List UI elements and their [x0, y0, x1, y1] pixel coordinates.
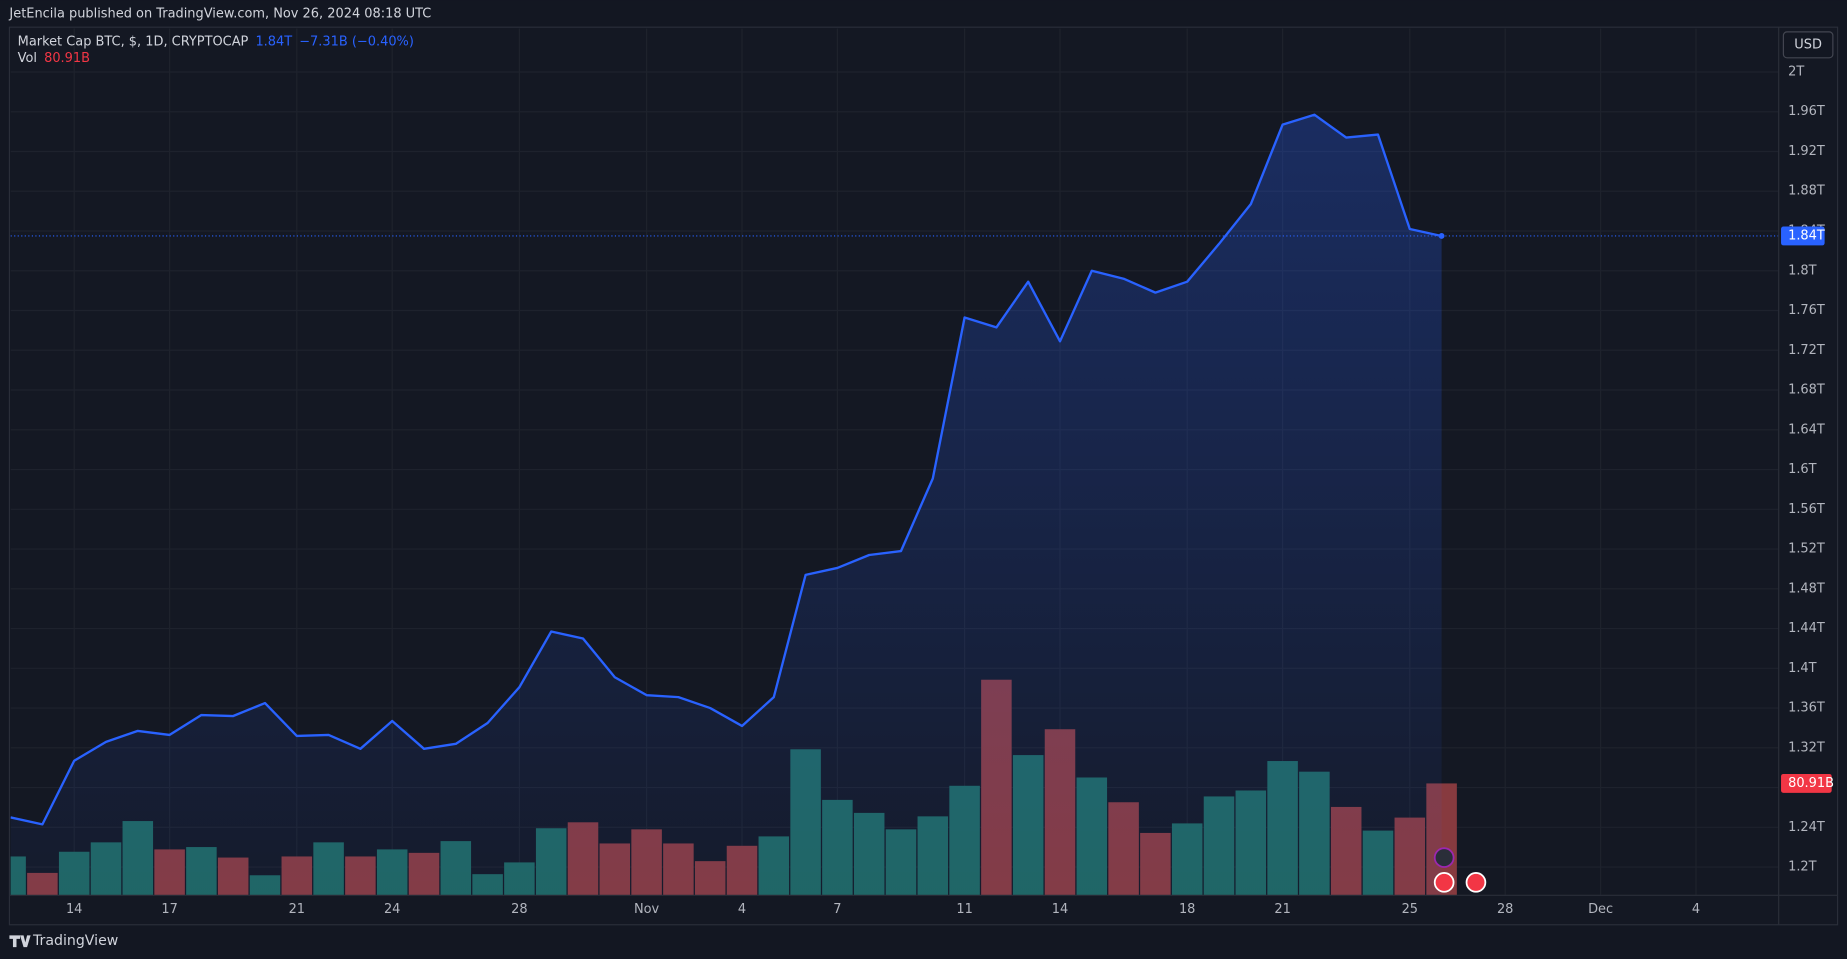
- currency-button[interactable]: [1782, 31, 1834, 59]
- symbol-title: Market Cap BTC, $, 1D, CRYPTOCAP: [18, 34, 249, 49]
- x-tick-label: Nov: [634, 902, 660, 917]
- x-tick-label: 28: [1497, 902, 1513, 917]
- x-tick-label: 7: [833, 902, 841, 917]
- y-tick-label: 1.8T: [1788, 263, 1817, 278]
- y-tick-label: 1.52T: [1788, 542, 1825, 557]
- x-tick-label: 14: [1052, 902, 1068, 917]
- last-point: [1438, 233, 1445, 239]
- last-price-badge: [1781, 226, 1825, 246]
- price-line: [10, 113, 1442, 826]
- x-tick-label: 25: [1402, 902, 1418, 917]
- brand-logo: [9, 935, 31, 948]
- y-tick-label: 1.72T: [1788, 343, 1825, 358]
- change: −7.31B (−0.40%): [299, 34, 414, 49]
- legend-main: Market Cap BTC, $, 1D, CRYPTOCAP 1.84T −7.…: [18, 34, 414, 49]
- y-tick-label: 1.36T: [1788, 701, 1825, 716]
- x-tick-label: 14: [66, 902, 82, 917]
- x-tick-label: 4: [738, 902, 746, 917]
- publisher-line: JetEncila published on TradingView.com, …: [8, 7, 431, 22]
- volume-value: 80.91B: [44, 50, 90, 65]
- x-tick-label: 28: [511, 902, 527, 917]
- y-tick-label: 1.96T: [1788, 104, 1825, 119]
- x-tick-label: 21: [1274, 902, 1290, 917]
- y-tick-label: 1.2T: [1788, 860, 1817, 875]
- event-icon[interactable]: [1433, 847, 1455, 868]
- y-tick-label: 1.44T: [1788, 621, 1825, 636]
- y-tick-label: 1.48T: [1788, 581, 1825, 596]
- y-tick-label: 2T: [1788, 64, 1804, 79]
- last-value: 1.84T: [255, 34, 292, 49]
- x-tick-label: 4: [1692, 902, 1700, 917]
- y-tick-label: 1.56T: [1788, 502, 1825, 517]
- x-tick-label: 17: [161, 902, 177, 917]
- volume-name: Vol: [18, 50, 37, 65]
- y-tick-label: 1.4T: [1788, 661, 1817, 676]
- y-tick-label: 1.76T: [1788, 303, 1825, 318]
- x-tick-label: 11: [956, 902, 972, 917]
- currency[interactable]: USD: [1794, 37, 1822, 52]
- y-tick-label: 1.68T: [1788, 383, 1825, 398]
- y-tick-label: 1.92T: [1788, 144, 1825, 159]
- event-icon[interactable]: [1465, 872, 1487, 893]
- legend-volume: Vol 80.91B: [18, 50, 90, 65]
- volume-badge-label: 80.91B: [1788, 776, 1834, 791]
- y-tick-label: 1.64T: [1788, 422, 1825, 437]
- x-tick-label: Dec: [1588, 902, 1613, 917]
- area-fill: [10, 114, 1442, 896]
- x-tick-label: 24: [384, 902, 400, 917]
- x-tick-label: 18: [1179, 902, 1195, 917]
- event-icon[interactable]: [1433, 872, 1455, 893]
- y-tick-label: 1.24T: [1788, 820, 1825, 835]
- volume-badge: [1781, 773, 1832, 793]
- last-price-label: 1.84T: [1788, 228, 1825, 243]
- y-tick-label: 1.32T: [1788, 740, 1825, 755]
- y-tick-label: 1.6T: [1788, 462, 1817, 477]
- y-tick-label: 1.88T: [1788, 184, 1825, 199]
- x-tick-label: 21: [289, 902, 305, 917]
- brand: TradingView: [32, 933, 118, 949]
